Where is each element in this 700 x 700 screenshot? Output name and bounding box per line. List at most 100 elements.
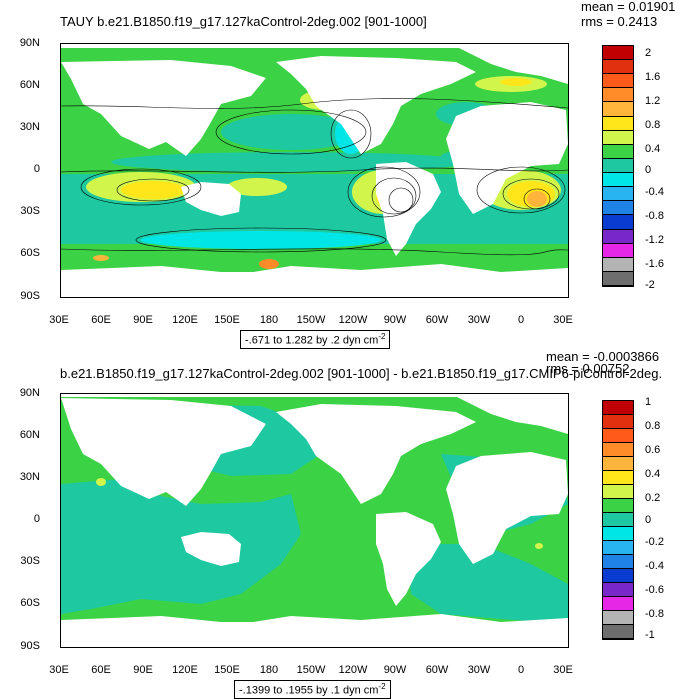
colorbar-swatch bbox=[603, 229, 633, 244]
lat-label: 60S bbox=[20, 247, 40, 259]
bottom-map-panel: b.e21.B1850.f19_g17.127kaControl-2deg.00… bbox=[0, 350, 700, 700]
colorbar-label: -0.4 bbox=[645, 186, 664, 198]
colorbar-label: 0 bbox=[645, 514, 652, 526]
colorbar-label: 1.2 bbox=[645, 95, 661, 107]
lon-label: 120W bbox=[338, 314, 368, 326]
top-map bbox=[60, 43, 569, 298]
colorbar-label: 1.6 bbox=[645, 71, 661, 83]
lon-label: 90E bbox=[133, 664, 153, 676]
colorbar-swatch bbox=[603, 541, 633, 555]
bottom-rms-stat: rms = 0.00752 bbox=[546, 361, 630, 376]
colorbar-swatch bbox=[603, 457, 633, 471]
lon-label: 90E bbox=[133, 314, 153, 326]
lat-label: 60S bbox=[20, 597, 40, 609]
colorbar-swatch bbox=[603, 102, 633, 117]
colorbar-swatch bbox=[603, 611, 633, 625]
colorbar-label: -1.6 bbox=[645, 258, 664, 270]
colorbar-label: -0.8 bbox=[645, 608, 664, 620]
top-map-field bbox=[61, 44, 568, 297]
colorbar-swatch bbox=[603, 415, 633, 429]
colorbar-swatch bbox=[603, 471, 633, 485]
colorbar-label: -0.8 bbox=[645, 210, 664, 222]
lat-label: 90S bbox=[20, 640, 40, 652]
top-colorbar bbox=[602, 45, 634, 287]
colorbar-label: 0.4 bbox=[645, 143, 661, 155]
lon-label: 120W bbox=[338, 664, 368, 676]
lon-label: 180 bbox=[259, 664, 279, 676]
bottom-map-title: b.e21.B1850.f19_g17.127kaControl-2deg.00… bbox=[60, 366, 663, 381]
lon-label: 150E bbox=[214, 664, 240, 676]
colorbar-swatch bbox=[603, 555, 633, 569]
colorbar-swatch bbox=[603, 527, 633, 541]
colorbar-label: 0.2 bbox=[645, 492, 661, 504]
lon-label: 30W bbox=[467, 664, 491, 676]
bottom-map-field bbox=[61, 394, 568, 647]
bottom-contour-range: -.1399 to .1955 by .1 dyn cm-2 bbox=[234, 680, 391, 699]
colorbar-swatch bbox=[603, 243, 633, 258]
lon-label: 0 bbox=[517, 314, 525, 326]
colorbar-swatch bbox=[603, 46, 633, 61]
colorbar-label: -1.2 bbox=[645, 234, 664, 246]
lon-label: 60E bbox=[91, 664, 111, 676]
lat-label: 60N bbox=[19, 79, 40, 91]
lat-label: 90S bbox=[20, 290, 40, 302]
colorbar-swatch bbox=[603, 499, 633, 513]
top-map-title: TAUY b.e21.B1850.f19_g17.127kaControl-2d… bbox=[60, 14, 427, 29]
colorbar-swatch bbox=[603, 201, 633, 216]
colorbar-swatch bbox=[603, 88, 633, 103]
colorbar-label: 0 bbox=[645, 164, 652, 176]
colorbar-swatch bbox=[603, 271, 633, 286]
colorbar-swatch bbox=[603, 443, 633, 457]
colorbar-label: 2 bbox=[645, 47, 652, 59]
colorbar-label: -0.2 bbox=[645, 536, 664, 548]
top-mean-stat: mean = 0.01901 bbox=[581, 0, 676, 14]
lon-label: 30E bbox=[49, 314, 69, 326]
lat-label: 0 bbox=[33, 163, 40, 175]
colorbar-swatch bbox=[603, 569, 633, 583]
colorbar-swatch bbox=[603, 158, 633, 174]
lat-label: 90N bbox=[19, 387, 40, 399]
lon-label: 30W bbox=[467, 314, 491, 326]
lon-label: 90W bbox=[383, 314, 407, 326]
bottom-mean-stat: mean = -0.0003866 bbox=[546, 349, 660, 364]
lat-label: 30S bbox=[20, 205, 40, 217]
top-rms-stat: rms = 0.2413 bbox=[581, 14, 658, 29]
colorbar-label: -1 bbox=[645, 629, 655, 641]
lon-label: 120E bbox=[172, 664, 198, 676]
colorbar-swatch bbox=[603, 513, 633, 527]
lon-label: 180 bbox=[259, 314, 279, 326]
lat-label: 30S bbox=[20, 555, 40, 567]
colorbar-swatch bbox=[603, 173, 633, 188]
lon-label: 120E bbox=[172, 314, 198, 326]
lat-label: 90N bbox=[19, 37, 40, 49]
lat-label: 30N bbox=[19, 121, 40, 133]
colorbar-label: 0.8 bbox=[645, 420, 661, 432]
lon-label: 30E bbox=[553, 664, 573, 676]
lon-label: 30E bbox=[553, 314, 573, 326]
colorbar-swatch bbox=[603, 257, 633, 272]
lon-label: 150E bbox=[214, 314, 240, 326]
colorbar-label: 1 bbox=[645, 396, 652, 408]
colorbar-swatch bbox=[603, 74, 633, 89]
colorbar-swatch bbox=[603, 215, 633, 230]
colorbar-swatch bbox=[603, 429, 633, 443]
lon-label: 60E bbox=[91, 314, 111, 326]
lon-label: 30E bbox=[49, 664, 69, 676]
colorbar-label: 0.8 bbox=[645, 119, 661, 131]
colorbar-label: 0.6 bbox=[645, 444, 661, 456]
lat-label: 30N bbox=[19, 471, 40, 483]
colorbar-swatch bbox=[603, 116, 633, 131]
lat-label: 60N bbox=[19, 429, 40, 441]
colorbar-swatch bbox=[603, 401, 633, 415]
colorbar-swatch bbox=[603, 144, 633, 159]
top-contour-range: -.671 to 1.282 by .2 dyn cm-2 bbox=[240, 330, 391, 349]
colorbar-swatch bbox=[603, 485, 633, 499]
lon-label: 0 bbox=[517, 664, 525, 676]
lon-label: 90W bbox=[383, 664, 407, 676]
bottom-map bbox=[60, 393, 569, 648]
colorbar-label: 0.4 bbox=[645, 468, 661, 480]
colorbar-label: -2 bbox=[645, 279, 655, 291]
colorbar-label: -0.4 bbox=[645, 560, 664, 572]
colorbar-swatch bbox=[603, 597, 633, 611]
bottom-colorbar bbox=[602, 400, 634, 640]
